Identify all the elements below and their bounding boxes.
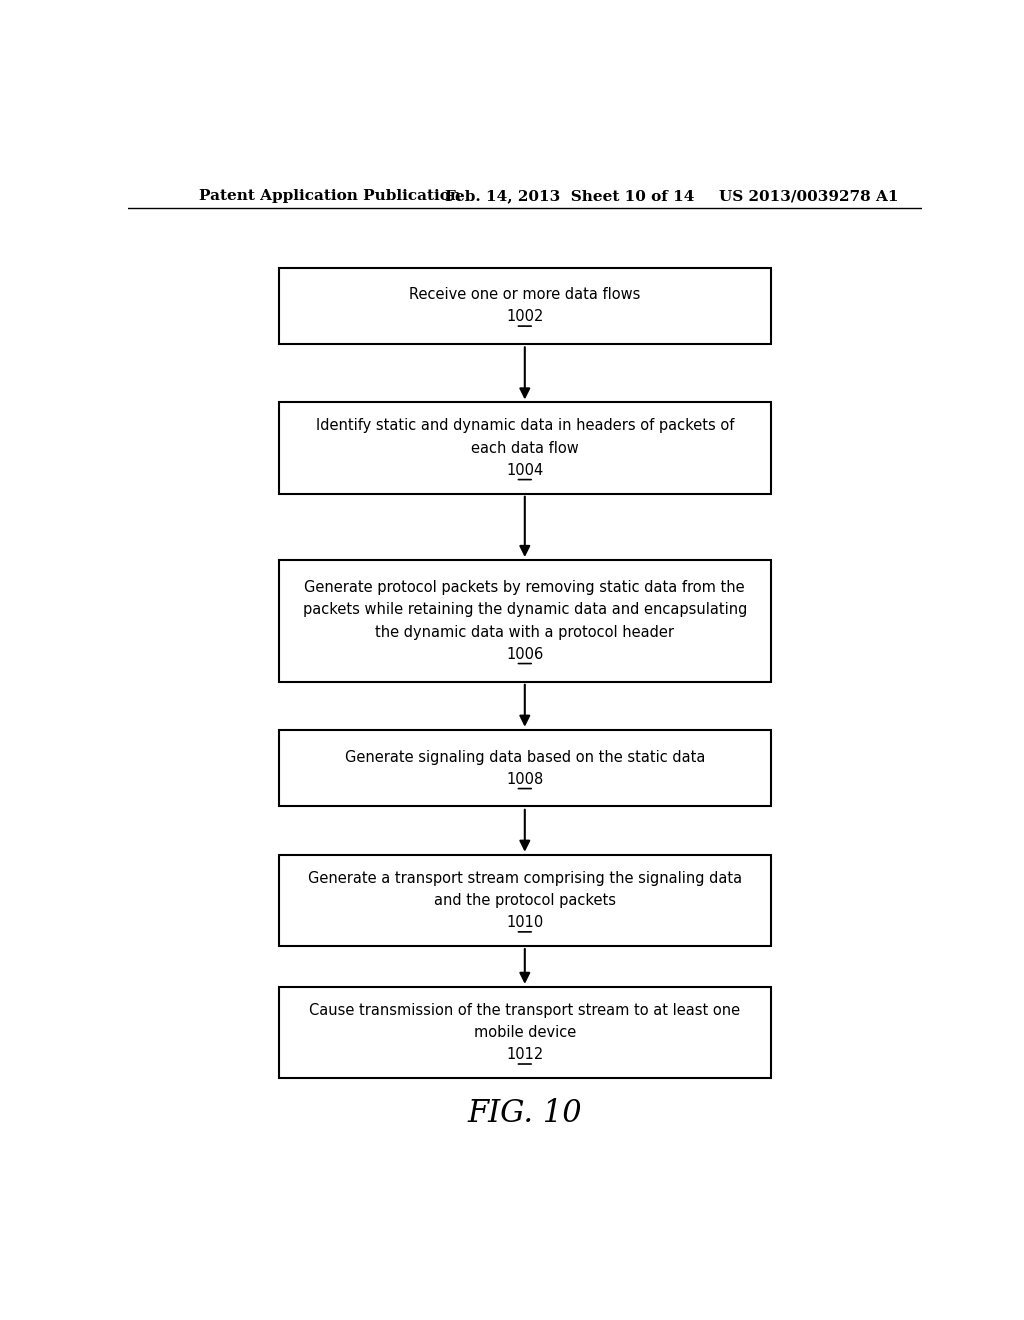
Text: 1008: 1008 (506, 772, 544, 787)
FancyBboxPatch shape (279, 854, 771, 946)
Text: mobile device: mobile device (474, 1026, 575, 1040)
FancyBboxPatch shape (279, 560, 771, 682)
Text: Generate signaling data based on the static data: Generate signaling data based on the sta… (345, 750, 705, 764)
Text: Feb. 14, 2013  Sheet 10 of 14: Feb. 14, 2013 Sheet 10 of 14 (445, 189, 695, 203)
Text: FIG. 10: FIG. 10 (468, 1098, 582, 1130)
Text: and the protocol packets: and the protocol packets (434, 892, 615, 908)
Text: Generate a transport stream comprising the signaling data: Generate a transport stream comprising t… (308, 870, 741, 886)
Text: Cause transmission of the transport stream to at least one: Cause transmission of the transport stre… (309, 1003, 740, 1018)
Text: 1012: 1012 (506, 1047, 544, 1063)
Text: Patent Application Publication: Patent Application Publication (200, 189, 462, 203)
FancyBboxPatch shape (279, 403, 771, 494)
FancyBboxPatch shape (279, 987, 771, 1078)
FancyBboxPatch shape (279, 730, 771, 807)
Text: 1002: 1002 (506, 309, 544, 325)
FancyBboxPatch shape (279, 268, 771, 345)
Text: Receive one or more data flows: Receive one or more data flows (410, 286, 640, 302)
Text: 1010: 1010 (506, 915, 544, 931)
Text: Generate protocol packets by removing static data from the: Generate protocol packets by removing st… (304, 579, 745, 595)
Text: 1004: 1004 (506, 463, 544, 478)
Text: packets while retaining the dynamic data and encapsulating: packets while retaining the dynamic data… (303, 602, 746, 618)
Text: Identify static and dynamic data in headers of packets of: Identify static and dynamic data in head… (315, 418, 734, 433)
Text: each data flow: each data flow (471, 441, 579, 455)
Text: 1006: 1006 (506, 647, 544, 661)
Text: US 2013/0039278 A1: US 2013/0039278 A1 (719, 189, 899, 203)
Text: the dynamic data with a protocol header: the dynamic data with a protocol header (376, 624, 674, 640)
